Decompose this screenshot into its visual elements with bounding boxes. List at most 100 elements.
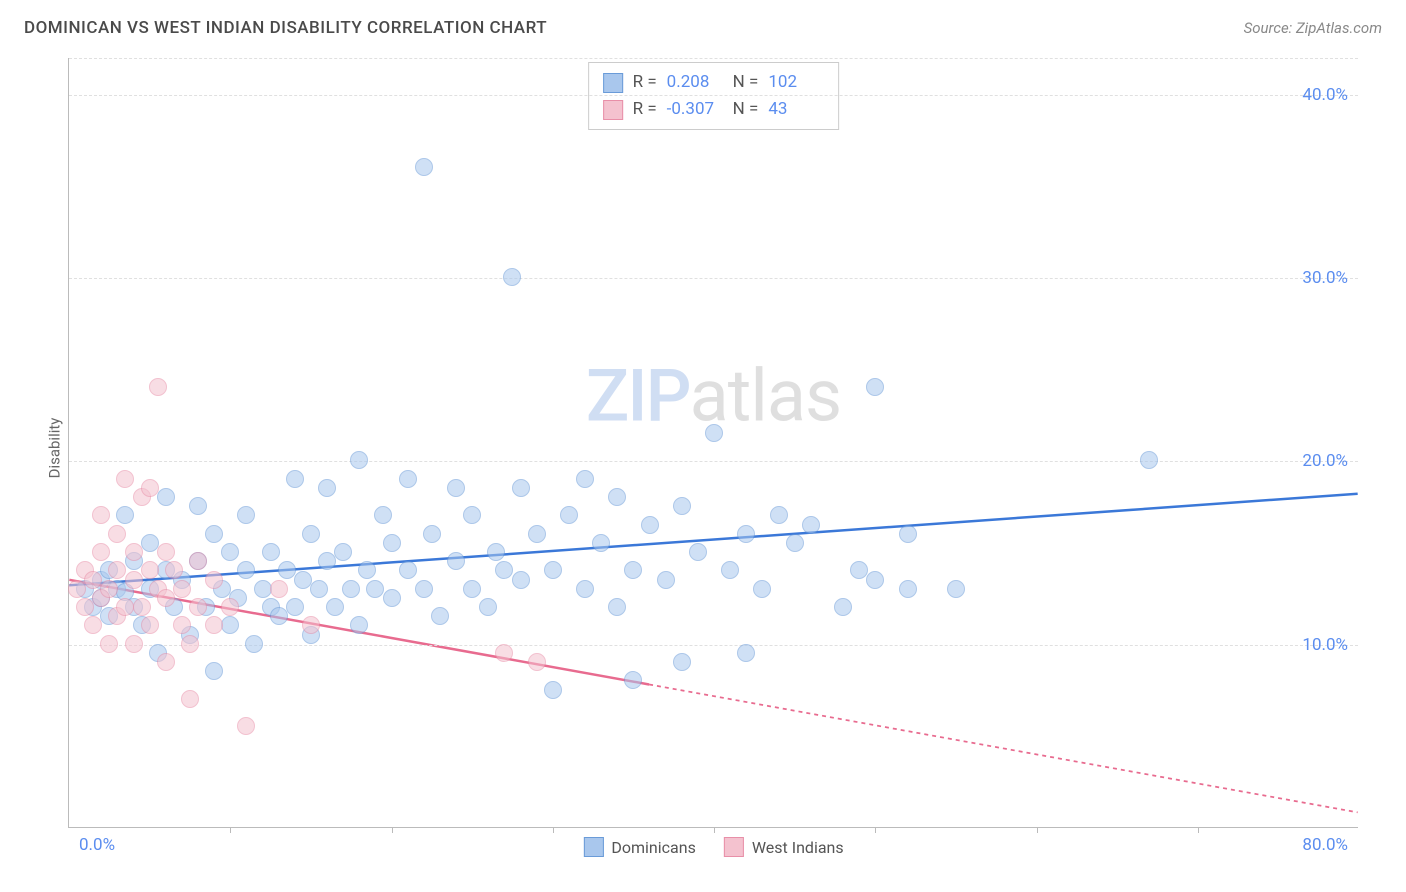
data-point [673,497,691,515]
data-point [149,378,167,396]
data-point [318,552,336,570]
data-point [342,580,360,598]
data-point [302,525,320,543]
stat-n-label: N = [733,69,759,96]
data-point [262,543,280,561]
data-point [157,653,175,671]
data-point [528,525,546,543]
legend-label: West Indians [752,838,844,857]
data-point [173,580,191,598]
data-point [399,561,417,579]
x-tick [1198,827,1199,833]
legend-item: West Indians [724,837,844,857]
data-point [383,534,401,552]
data-point [125,635,143,653]
legend: Dominicans West Indians [583,837,843,857]
data-point [157,589,175,607]
data-point [245,635,263,653]
y-tick-label: 20.0% [1302,451,1348,471]
data-point [270,607,288,625]
watermark-zip: ZIP [586,354,690,439]
data-point [512,571,530,589]
x-tick [1037,827,1038,833]
data-point [737,644,755,662]
data-point [399,470,417,488]
data-point [205,662,223,680]
x-tick [230,827,231,833]
data-point [221,598,239,616]
data-point [294,571,312,589]
data-point [415,158,433,176]
data-point [641,516,659,534]
data-point [84,571,102,589]
data-point [503,268,521,286]
data-point [270,580,288,598]
data-point [358,561,376,579]
data-point [237,506,255,524]
data-point [624,671,642,689]
data-point [608,488,626,506]
data-point [237,561,255,579]
data-point [447,552,465,570]
data-point [447,479,465,497]
chart-container: Disability ZIPatlas R =0.208N =102R =-0.… [50,58,1370,838]
data-point [334,543,352,561]
data-point [92,543,110,561]
data-point [141,561,159,579]
data-point [286,598,304,616]
data-point [189,552,207,570]
data-point [205,571,223,589]
data-point [302,616,320,634]
y-axis-label: Disability [45,418,63,479]
data-point [116,470,134,488]
data-point [463,506,481,524]
legend-label: Dominicans [611,838,695,857]
data-point [173,616,191,634]
data-point [463,580,481,598]
data-point [141,479,159,497]
data-point [133,598,151,616]
data-point [205,525,223,543]
gridline [69,95,1358,96]
data-point [866,571,884,589]
data-point [286,470,304,488]
data-point [866,378,884,396]
data-point [689,543,707,561]
correlation-stats-box: R =0.208N =102R =-0.307N =43 [588,62,840,130]
data-point [278,561,296,579]
data-point [721,561,739,579]
data-point [374,506,392,524]
stat-r-label: R = [633,69,657,96]
legend-item: Dominicans [583,837,695,857]
data-point [205,616,223,634]
data-point [608,598,626,616]
data-point [528,653,546,671]
data-point [770,506,788,524]
data-point [415,580,433,598]
data-point [431,607,449,625]
data-point [92,506,110,524]
data-point [326,598,344,616]
y-tick-label: 30.0% [1302,268,1348,288]
data-point [318,479,336,497]
data-point [495,644,513,662]
data-point [165,561,183,579]
data-point [834,598,852,616]
data-point [423,525,441,543]
x-axis-max-label: 80.0% [1302,835,1348,855]
series-swatch [603,100,623,120]
stat-n-label: N = [733,96,759,123]
data-point [84,616,102,634]
stat-r-value: 0.208 [667,69,723,96]
legend-swatch [583,837,603,857]
data-point [947,580,965,598]
data-point [657,571,675,589]
data-point [624,561,642,579]
data-point [189,497,207,515]
x-tick [714,827,715,833]
data-point [592,534,610,552]
series-swatch [603,73,623,93]
data-point [705,424,723,442]
chart-header: DOMINICAN VS WEST INDIAN DISABILITY CORR… [0,0,1406,48]
data-point [157,543,175,561]
